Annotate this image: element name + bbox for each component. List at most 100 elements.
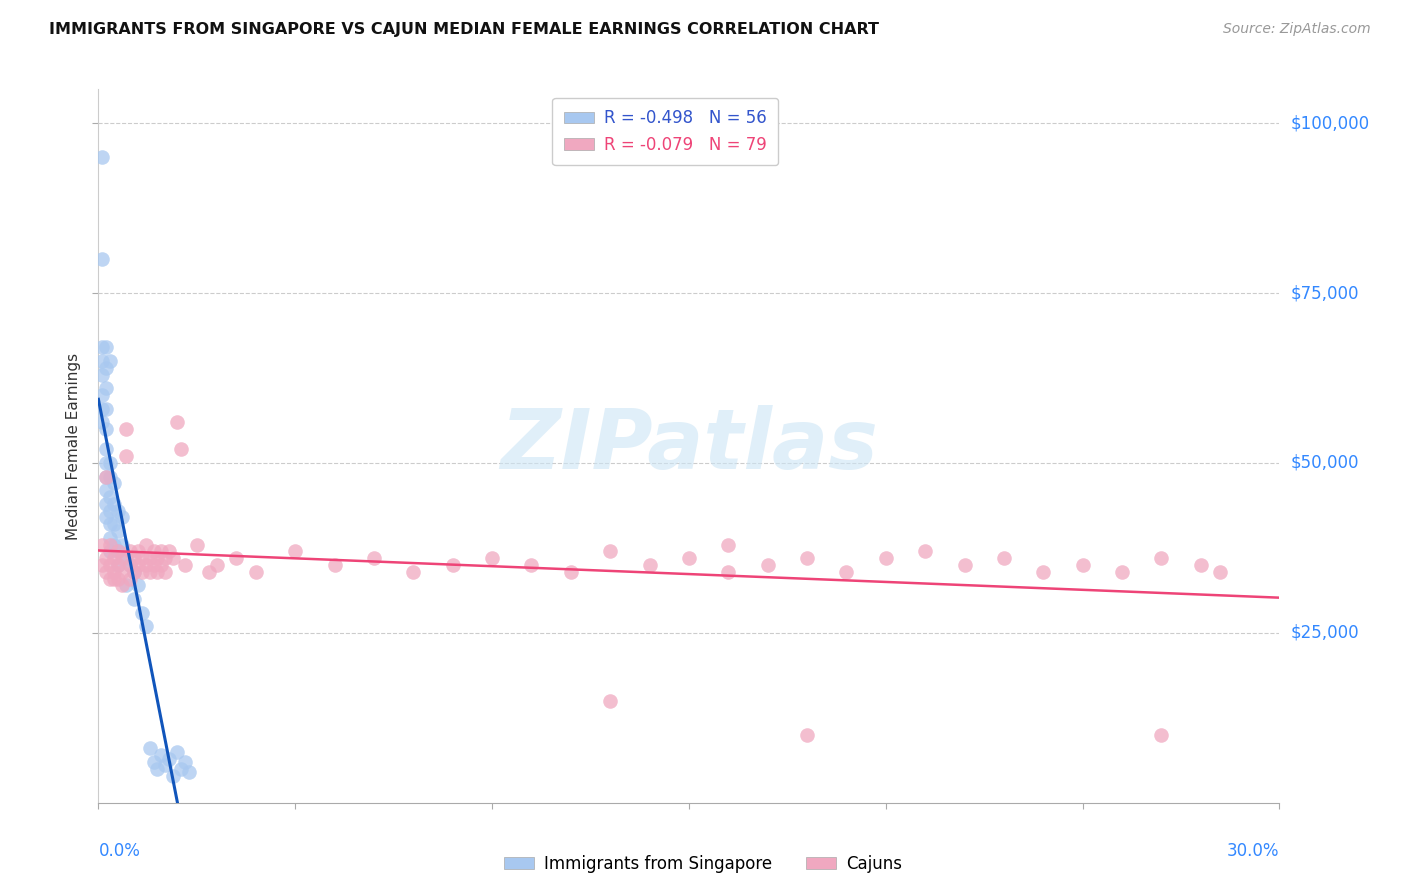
- Point: [441, 558, 464, 572]
- Point: [138, 565, 160, 579]
- Point: [717, 565, 740, 579]
- Text: Source: ZipAtlas.com: Source: ZipAtlas.com: [1223, 22, 1371, 37]
- Point: [96, 401, 118, 416]
- Point: [1111, 565, 1133, 579]
- Point: [103, 565, 125, 579]
- Point: [98, 544, 121, 558]
- Point: [135, 619, 157, 633]
- Point: [127, 544, 149, 558]
- Point: [155, 758, 177, 772]
- Point: [103, 497, 125, 511]
- Point: [91, 252, 114, 266]
- Point: [122, 591, 145, 606]
- Point: [98, 531, 121, 545]
- Point: [162, 769, 184, 783]
- Point: [146, 762, 169, 776]
- Point: [122, 565, 145, 579]
- Point: [157, 544, 180, 558]
- Point: [98, 354, 121, 368]
- Point: [107, 544, 129, 558]
- Point: [717, 537, 740, 551]
- Point: [157, 751, 180, 765]
- Point: [91, 537, 114, 551]
- Point: [166, 415, 188, 429]
- Point: [96, 442, 118, 457]
- Point: [103, 517, 125, 532]
- Point: [174, 755, 197, 769]
- Point: [96, 381, 118, 395]
- Point: [103, 476, 125, 491]
- Point: [103, 551, 125, 566]
- Point: [225, 551, 247, 566]
- Point: [115, 422, 138, 436]
- Point: [560, 565, 582, 579]
- Point: [1071, 558, 1094, 572]
- Point: [953, 558, 976, 572]
- Point: [599, 694, 621, 708]
- Point: [678, 551, 700, 566]
- Point: [96, 422, 118, 436]
- Point: [756, 558, 779, 572]
- Point: [174, 558, 197, 572]
- Point: [1189, 558, 1212, 572]
- Point: [131, 606, 153, 620]
- Point: [107, 503, 129, 517]
- Point: [1150, 551, 1173, 566]
- Point: [135, 537, 157, 551]
- Point: [96, 469, 118, 483]
- Point: [118, 558, 141, 572]
- Point: [796, 728, 818, 742]
- Point: [835, 565, 858, 579]
- Point: [96, 456, 118, 470]
- Point: [166, 745, 188, 759]
- Point: [796, 551, 818, 566]
- Point: [127, 558, 149, 572]
- Point: [91, 354, 114, 368]
- Point: [98, 490, 121, 504]
- Legend: Immigrants from Singapore, Cajuns: Immigrants from Singapore, Cajuns: [498, 848, 908, 880]
- Point: [111, 578, 134, 592]
- Point: [131, 551, 153, 566]
- Point: [170, 442, 193, 457]
- Point: [150, 558, 173, 572]
- Point: [131, 565, 153, 579]
- Point: [162, 551, 184, 566]
- Point: [481, 551, 503, 566]
- Point: [170, 762, 193, 776]
- Text: ZIPatlas: ZIPatlas: [501, 406, 877, 486]
- Point: [122, 565, 145, 579]
- Point: [91, 401, 114, 416]
- Point: [98, 572, 121, 586]
- Point: [993, 551, 1015, 566]
- Point: [1209, 565, 1232, 579]
- Point: [98, 537, 121, 551]
- Point: [245, 565, 267, 579]
- Point: [914, 544, 936, 558]
- Point: [111, 537, 134, 551]
- Point: [107, 544, 129, 558]
- Point: [1150, 728, 1173, 742]
- Point: [875, 551, 897, 566]
- Point: [107, 524, 129, 538]
- Point: [205, 558, 228, 572]
- Point: [96, 510, 118, 524]
- Point: [138, 741, 160, 756]
- Point: [1032, 565, 1054, 579]
- Point: [520, 558, 543, 572]
- Point: [96, 341, 118, 355]
- Point: [91, 388, 114, 402]
- Point: [122, 551, 145, 566]
- Point: [91, 558, 114, 572]
- Point: [599, 544, 621, 558]
- Text: $25,000: $25,000: [1291, 624, 1360, 642]
- Point: [146, 565, 169, 579]
- Point: [111, 551, 134, 566]
- Text: IMMIGRANTS FROM SINGAPORE VS CAJUN MEDIAN FEMALE EARNINGS CORRELATION CHART: IMMIGRANTS FROM SINGAPORE VS CAJUN MEDIA…: [49, 22, 879, 37]
- Point: [107, 558, 129, 572]
- Point: [138, 551, 160, 566]
- Point: [177, 765, 200, 780]
- Point: [127, 578, 149, 592]
- Point: [115, 551, 138, 566]
- Point: [638, 558, 661, 572]
- Point: [96, 497, 118, 511]
